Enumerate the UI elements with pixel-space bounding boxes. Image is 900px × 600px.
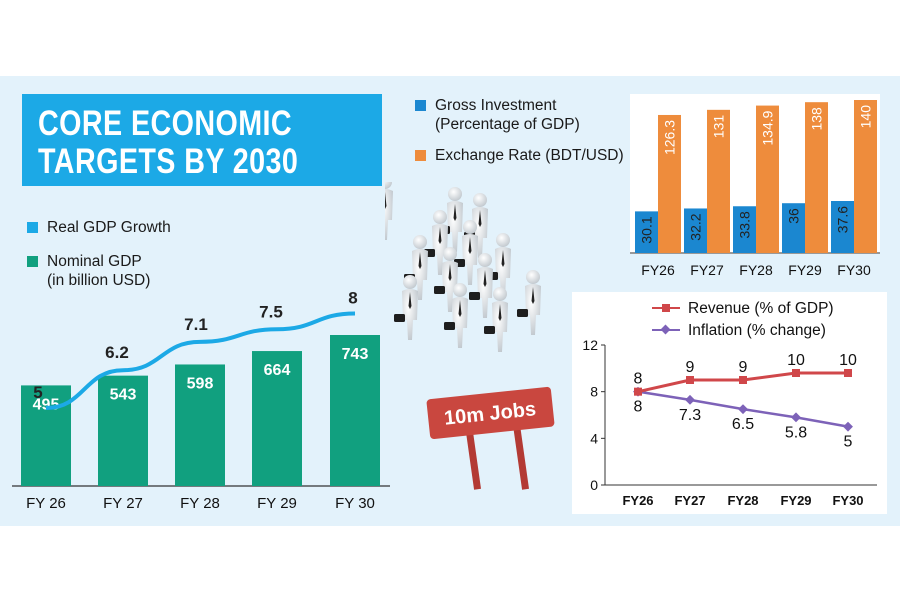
exchange-bar-label: 140 <box>858 105 874 129</box>
x-tick-label: FY28 <box>727 493 758 508</box>
inflation-label: 5.8 <box>785 424 807 441</box>
legend-label-nominal-1: Nominal GDP <box>47 253 142 270</box>
x-tick-label: FY27 <box>690 262 724 278</box>
x-tick-label: FY28 <box>739 262 773 278</box>
growth-label: 6.2 <box>105 343 129 362</box>
legend-swatch-growth <box>27 222 38 233</box>
exchange-bar <box>707 109 730 253</box>
gdp-bar <box>330 335 380 486</box>
legend-label-investment-1: Gross Investment <box>435 97 557 114</box>
businessmen-crowd-illustration <box>385 182 541 352</box>
x-tick-label: FY26 <box>622 493 653 508</box>
x-tick-label: FY 28 <box>180 495 220 512</box>
growth-label: 8 <box>348 289 357 308</box>
investment-bar-label: 37.6 <box>835 206 851 233</box>
gdp-bar <box>98 375 148 486</box>
x-tick-label: FY27 <box>674 493 705 508</box>
title-box: CORE ECONOMIC TARGETS BY 2030 <box>22 94 382 186</box>
gdp-bar <box>175 364 225 486</box>
gdp-bar <box>252 351 302 486</box>
revenue-point <box>792 369 800 377</box>
legend-swatch-investment <box>415 100 426 111</box>
legend-marker-revenue <box>662 304 670 312</box>
x-tick-label: FY 26 <box>26 495 66 512</box>
investment-exchange-chart: 30.1 126.3 FY26 32.2 131 FY27 33.8 134.9 FY28 36 1… <box>630 94 880 278</box>
gdp-bar-label: 743 <box>342 346 369 363</box>
investment-bar <box>782 203 805 253</box>
legend-label-exchange: Exchange Rate (BDT/USD) <box>435 147 624 164</box>
growth-label: 7.5 <box>259 302 283 321</box>
x-tick-label: FY26 <box>641 262 675 278</box>
legend-label-growth: Real GDP Growth <box>47 219 171 236</box>
investment-bar <box>684 208 707 253</box>
inflation-label: 7.3 <box>679 407 701 424</box>
gdp-bar-label: 543 <box>110 387 137 404</box>
title-line-1: CORE ECONOMIC <box>38 104 293 143</box>
revenue-label: 10 <box>839 352 857 369</box>
x-tick-label: FY30 <box>832 493 863 508</box>
inflation-point <box>791 412 801 423</box>
title-line-2: TARGETS BY 2030 <box>38 142 299 181</box>
investment-bar-label: 30.1 <box>639 216 655 243</box>
revenue-label: 9 <box>739 359 748 376</box>
legend-label-revenue: Revenue (% of GDP) <box>688 300 834 317</box>
investment-bar-label: 33.8 <box>737 211 753 238</box>
inflation-point <box>685 394 695 405</box>
exchange-bar <box>756 105 779 253</box>
revenue-label: 10 <box>787 352 805 369</box>
x-tick-label: FY29 <box>780 493 811 508</box>
revenue-point <box>739 376 747 384</box>
investment-bar <box>831 201 854 253</box>
x-tick-label: FY 27 <box>103 495 143 512</box>
exchange-bar-label: 126.3 <box>662 120 678 155</box>
gdp-bar-label: 598 <box>187 375 214 392</box>
investment-bar <box>733 206 756 253</box>
legend-marker-inflation <box>660 324 671 335</box>
inflation-label: 6.5 <box>732 416 754 433</box>
inflation-label: 5 <box>844 434 853 451</box>
exchange-bar-label: 131 <box>711 115 727 139</box>
revenue-point <box>686 376 694 384</box>
exchange-bar-label: 134.9 <box>760 110 776 145</box>
legend-label-inflation: Inflation (% change) <box>688 322 826 339</box>
x-tick-label: FY 29 <box>257 495 297 512</box>
legend-swatch-nominal <box>27 256 38 267</box>
y-tick-label: 4 <box>590 430 598 446</box>
revenue-inflation-chart: 0 4 8 12 FY26 FY27 FY28 FY29 FY30 Revenue (% of G… <box>582 300 877 508</box>
growth-label: 7.1 <box>184 315 208 334</box>
legend-label-investment-2: (Percentage of GDP) <box>435 116 580 133</box>
y-tick-label: 12 <box>582 337 598 353</box>
exchange-bar <box>658 114 681 254</box>
exchange-bar-label: 138 <box>809 107 825 131</box>
investment-bar-label: 32.2 <box>688 213 704 240</box>
inflation-point <box>843 421 853 432</box>
x-tick-label: FY 30 <box>335 495 375 512</box>
x-tick-label: FY29 <box>788 262 822 278</box>
exchange-bar <box>854 100 877 253</box>
growth-line <box>45 311 356 410</box>
revenue-label: 8 <box>634 371 643 388</box>
revenue-point <box>844 369 852 377</box>
y-tick-label: 8 <box>590 384 598 400</box>
y-tick-label: 0 <box>590 477 598 493</box>
revenue-point <box>634 387 642 396</box>
investment-bar <box>635 211 658 253</box>
inflation-point <box>738 404 748 415</box>
revenue-label: 9 <box>686 359 695 376</box>
growth-label: 5 <box>33 383 42 402</box>
road-sign: 10m Jobs <box>426 386 555 490</box>
inflation-label: 8 <box>634 399 643 416</box>
gdp-bar <box>21 385 71 486</box>
x-tick-label: FY30 <box>837 262 871 278</box>
investment-bar-label: 36 <box>786 208 802 224</box>
gdp-bar-label: 664 <box>264 362 291 379</box>
revenue-inflation-chart-bg <box>572 292 887 514</box>
legend-swatch-exchange <box>415 150 426 161</box>
exchange-bar <box>805 102 828 253</box>
legend-label-nominal-2: (in billion USD) <box>47 272 151 289</box>
